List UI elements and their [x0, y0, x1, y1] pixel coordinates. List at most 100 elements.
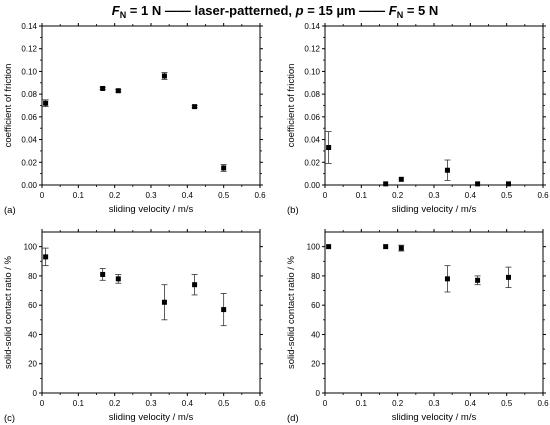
- x-tick-label: 0.3: [145, 399, 157, 408]
- x-tick-label: 0: [323, 399, 328, 408]
- data-point: [505, 181, 511, 187]
- y-tick-label: 0.04: [304, 136, 320, 145]
- y-tick-label: 40: [311, 330, 320, 339]
- x-tick-label: 0.3: [145, 191, 157, 200]
- data-point: [326, 244, 332, 250]
- y-tick-label: 0.06: [304, 113, 320, 122]
- y-tick-label: 0.12: [304, 45, 320, 54]
- panel-b: 0 0.1 0.2 0.3 0.4 0.5 0.6 0.00 0.02 0.04 0.06 0.08 0…: [286, 22, 549, 216]
- y-axis-label: coefficient of friction: [286, 64, 297, 148]
- x-tick-label: 0.6: [537, 399, 549, 408]
- x-tick-label: 0.5: [218, 399, 230, 408]
- data-point: [475, 181, 481, 187]
- data-point: [383, 181, 389, 187]
- header-right-sub: N: [397, 10, 404, 20]
- x-axis-label: sliding velocity / m/s: [109, 204, 194, 215]
- y-tick-label: 0.02: [304, 158, 320, 167]
- y-tick-label: 80: [28, 272, 37, 281]
- data-point: [505, 274, 511, 280]
- data-point: [115, 276, 121, 282]
- x-tick-label: 0: [40, 191, 45, 200]
- x-tick-label: 0.2: [109, 399, 121, 408]
- x-tick-label: 0.2: [392, 399, 404, 408]
- x-tick-label: 0.6: [254, 191, 266, 200]
- figure-header: FN = 1 N —— laser-patterned, p = 15 µm —…: [112, 3, 439, 20]
- plot-frame: [324, 25, 544, 186]
- data-point: [221, 165, 227, 171]
- y-tick-label: 0.04: [21, 136, 37, 145]
- y-tick-label: 80: [311, 272, 320, 281]
- y-tick-label: 100: [307, 243, 321, 252]
- data-point: [192, 282, 198, 288]
- y-axis-label: solid-solid contact ratio / %: [286, 255, 297, 369]
- x-tick-label: 0.3: [428, 399, 440, 408]
- x-axis-label: sliding velocity / m/s: [392, 412, 477, 423]
- header-left-f: F: [112, 3, 121, 18]
- header-center-p: p: [295, 3, 304, 18]
- x-tick-label: 0.4: [465, 399, 477, 408]
- x-tick-label: 0: [40, 399, 45, 408]
- x-tick-label: 0.1: [73, 399, 85, 408]
- x-tick-label: 0.4: [182, 191, 194, 200]
- x-tick-label: 0.4: [465, 191, 477, 200]
- data-point: [444, 167, 450, 173]
- data-point: [161, 299, 167, 305]
- y-tick-label: 100: [24, 243, 38, 252]
- y-tick-label: 0.08: [21, 90, 37, 99]
- x-tick-label: 0: [323, 191, 328, 200]
- y-tick-label: 0.10: [21, 67, 37, 76]
- x-axis-label: sliding velocity / m/s: [109, 412, 194, 423]
- y-tick-label: 0.02: [21, 158, 37, 167]
- x-tick-label: 0.4: [182, 399, 194, 408]
- plot-frame: [324, 231, 544, 394]
- x-tick-label: 0.5: [218, 191, 230, 200]
- header-center-value: = 15 µm: [304, 3, 356, 18]
- y-tick-label: 0.10: [304, 67, 320, 76]
- y-tick-label: 0.14: [304, 22, 320, 31]
- panel-label: (d): [287, 413, 299, 424]
- x-tick-label: 0.1: [73, 191, 85, 200]
- y-tick-label: 0.00: [21, 181, 37, 190]
- y-tick-label: 0.12: [21, 45, 37, 54]
- x-tick-label: 0.1: [356, 399, 368, 408]
- panel-d: 0 0.1 0.2 0.3 0.4 0.5 0.6 0 20 40 60 80 100 sliding v…: [286, 229, 549, 424]
- y-tick-label: 0.00: [304, 181, 320, 190]
- data-point: [161, 73, 167, 79]
- data-point: [398, 245, 404, 251]
- header-center-prefix: laser-patterned,: [194, 3, 295, 18]
- x-tick-label: 0.6: [537, 191, 549, 200]
- header-text: FN = 1 N —— laser-patterned, p = 15 µm —…: [112, 3, 439, 20]
- y-tick-label: 60: [311, 301, 320, 310]
- x-tick-label: 0.5: [501, 399, 513, 408]
- y-tick-label: 0: [33, 389, 38, 398]
- x-axis-label: sliding velocity / m/s: [392, 204, 477, 215]
- header-left-sub: N: [120, 10, 127, 20]
- x-tick-label: 0.1: [356, 191, 368, 200]
- panel-a: 0 0.1 0.2 0.3 0.4 0.5 0.6 0.00 0.02 0.04 0.06 0.08 0…: [3, 22, 266, 216]
- y-tick-label: 0.14: [21, 22, 37, 31]
- data-point: [100, 85, 106, 91]
- y-axis-label: coefficient of friction: [3, 64, 14, 148]
- y-axis-label: solid-solid contact ratio / %: [3, 255, 14, 369]
- x-tick-label: 0.2: [392, 191, 404, 200]
- x-tick-label: 0.6: [254, 399, 266, 408]
- data-point: [475, 277, 481, 283]
- plot-frame: [41, 231, 261, 394]
- panel-label: (b): [287, 205, 299, 216]
- header-left-value: = 1 N: [126, 3, 161, 18]
- x-tick-label: 0.3: [428, 191, 440, 200]
- y-tick-label: 40: [28, 330, 37, 339]
- data-point: [115, 88, 121, 94]
- data-point: [383, 244, 389, 250]
- data-point: [43, 254, 49, 260]
- plot-frame: [41, 25, 261, 186]
- data-point: [326, 145, 332, 151]
- data-point: [444, 276, 450, 282]
- header-sep-1: ——: [161, 3, 194, 18]
- panel-label: (c): [4, 413, 15, 424]
- y-tick-label: 20: [28, 360, 37, 369]
- data-point: [221, 307, 227, 313]
- y-tick-label: 0.06: [21, 113, 37, 122]
- panel-label: (a): [4, 205, 16, 216]
